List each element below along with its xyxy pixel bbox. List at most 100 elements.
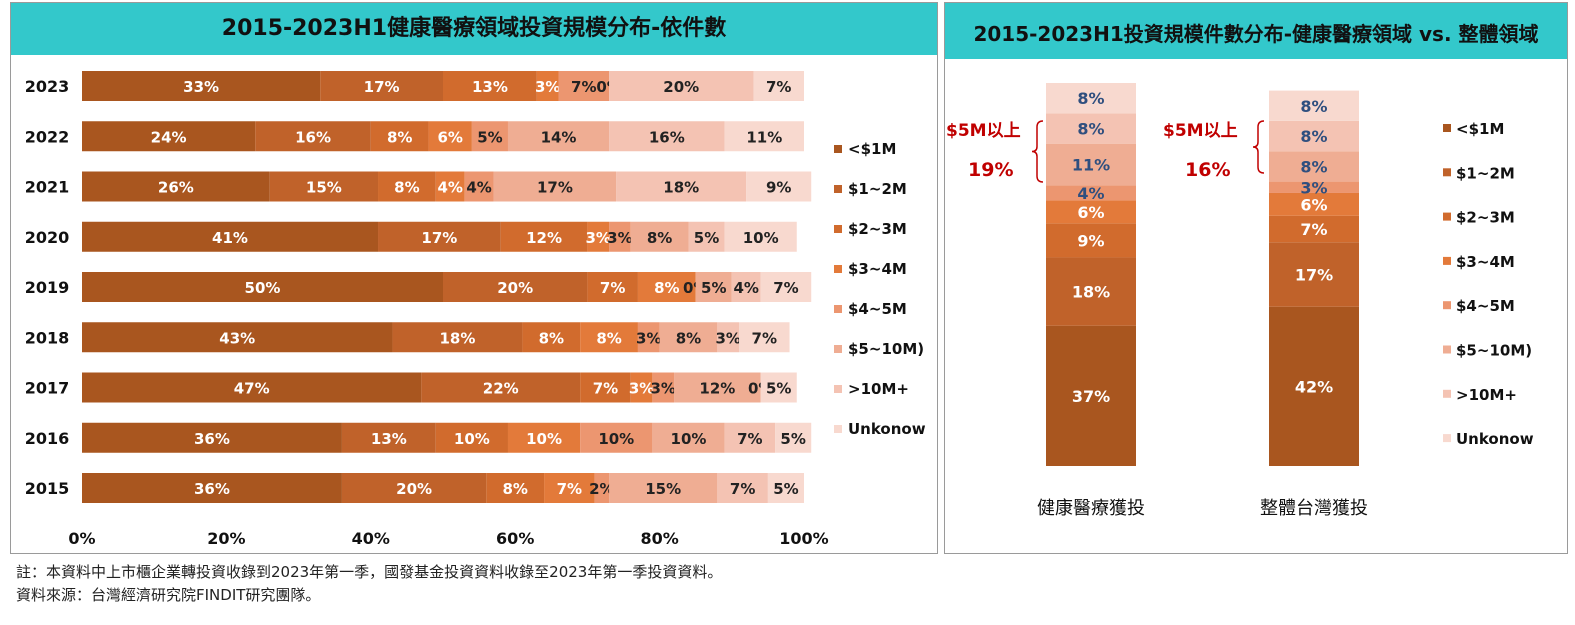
bar-segment	[609, 71, 754, 101]
bar-segment	[421, 372, 581, 403]
bar-segment	[428, 121, 472, 152]
bar-segment	[587, 272, 638, 302]
legend-label: $5~10M)	[1456, 342, 1532, 360]
bar-segment	[1046, 200, 1136, 224]
x-tick-label: 100%	[779, 529, 828, 548]
legend-label: Unkonow	[1456, 430, 1534, 448]
bar-segment	[269, 171, 379, 202]
data-label: 37%	[1072, 387, 1110, 406]
y-tick-label: 2016	[25, 429, 70, 448]
bar-segment	[724, 422, 776, 453]
legend-swatch	[1443, 434, 1451, 443]
bar-segment	[1269, 242, 1359, 307]
annotation-bracket	[1252, 120, 1265, 174]
legend-swatch	[834, 345, 842, 353]
bar-segment	[435, 171, 465, 202]
bar-segment	[674, 372, 761, 403]
bar-segment	[1269, 306, 1359, 466]
data-label: 12%	[699, 380, 735, 398]
data-label: 9%	[766, 179, 791, 197]
data-label: 24%	[151, 128, 187, 146]
data-label: 20%	[396, 480, 432, 498]
bar-segment	[378, 221, 501, 252]
legend-label: >10M+	[1456, 386, 1517, 404]
bar-segment	[443, 272, 588, 302]
data-label: 20%	[663, 78, 699, 96]
legend-swatch	[1443, 301, 1451, 310]
data-label: 13%	[472, 78, 508, 96]
bar-segment	[82, 422, 342, 453]
bar-segment	[637, 272, 696, 302]
bar-segment	[82, 372, 422, 403]
bar-segment	[580, 372, 631, 403]
bar-segment	[580, 422, 653, 453]
bar-segment	[717, 322, 740, 353]
bar-segment	[1046, 325, 1136, 466]
bar-segment	[616, 171, 747, 202]
legend-label: $2~3M	[848, 220, 907, 238]
bar-segment	[522, 322, 581, 353]
bar-segment	[443, 71, 537, 101]
data-label: 7%	[752, 329, 777, 347]
data-label: 7%	[730, 480, 755, 498]
y-tick-label: 2023	[25, 77, 70, 96]
data-label: 36%	[194, 430, 230, 448]
x-tick-label: 0%	[68, 529, 95, 548]
data-label: 7%	[557, 480, 582, 498]
data-label: 14%	[541, 128, 577, 146]
data-label: 8%	[1300, 157, 1327, 176]
legend-swatch	[1443, 168, 1451, 177]
y-tick-label: 2019	[25, 278, 70, 297]
annotation-value: 16%	[1185, 159, 1230, 181]
data-label: 10%	[743, 229, 779, 247]
bar-segment	[1269, 151, 1359, 182]
footnote-source: 資料來源：台灣經濟研究院FINDIT研究團隊。	[16, 586, 321, 604]
data-label: 50%	[245, 279, 281, 297]
data-label: 7%	[593, 380, 618, 398]
bar-segment	[82, 473, 342, 503]
bar-segment	[652, 372, 675, 403]
data-label: 8%	[1300, 127, 1327, 146]
data-label: 18%	[1072, 283, 1110, 302]
bar-segment	[558, 71, 610, 101]
bar-segment	[652, 422, 725, 453]
bar-segment	[717, 473, 768, 503]
data-label: 7%	[773, 279, 798, 297]
data-label: 10%	[598, 430, 634, 448]
legend-label: $1~2M	[848, 180, 907, 198]
right-chart-title: 2015-2023H1投資規模件數分布-健康醫療領域 vs. 整體領域	[945, 3, 1567, 59]
bar-segment	[82, 121, 256, 152]
data-label: 17%	[364, 78, 400, 96]
data-label: 4%	[437, 179, 462, 197]
legend-swatch	[834, 265, 842, 273]
data-label: 47%	[234, 380, 270, 398]
data-label: 7%	[766, 78, 791, 96]
data-label: 3%	[629, 380, 654, 398]
x-tick-label: 60%	[496, 529, 534, 548]
data-label: 3%	[607, 229, 632, 247]
data-label: 18%	[439, 329, 475, 347]
bar-segment	[739, 322, 790, 353]
bar-segment	[507, 121, 610, 152]
data-label: 5%	[766, 380, 791, 398]
bar-segment	[1046, 223, 1136, 258]
annotation-bracket	[1031, 120, 1044, 183]
bar-segment	[1269, 192, 1359, 216]
legend-swatch	[1443, 256, 1451, 265]
data-label: 11%	[1072, 156, 1110, 175]
data-label: 5%	[773, 480, 798, 498]
bar-segment	[536, 71, 559, 101]
bar-segment	[82, 322, 393, 353]
data-label: 5%	[694, 229, 719, 247]
legend-swatch	[1443, 212, 1451, 221]
bar-segment	[392, 322, 523, 353]
legend-swatch	[1443, 389, 1451, 398]
legend-label: <$1M	[848, 140, 896, 158]
data-label: 7%	[1300, 220, 1327, 239]
bar-segment	[82, 272, 443, 302]
bar-segment	[775, 422, 812, 453]
data-label: 5%	[701, 279, 726, 297]
bar-segment	[724, 221, 797, 252]
data-label: 6%	[1077, 203, 1104, 222]
